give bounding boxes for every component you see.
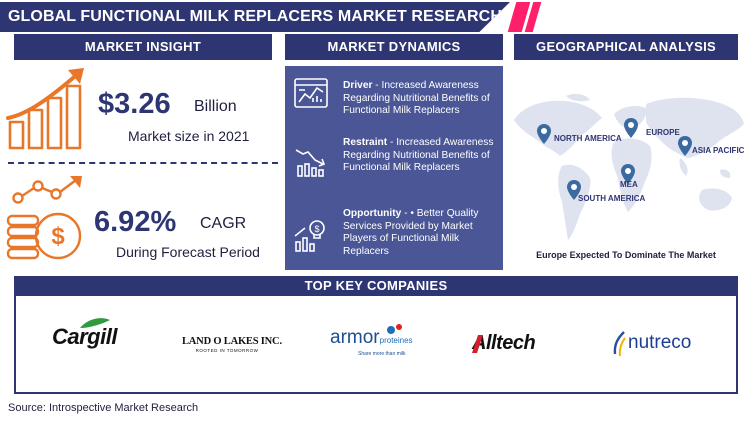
idea-growth-icon: $ [294,220,325,252]
insight-divider [8,162,278,164]
cargill-leaf-icon [80,318,110,328]
market-dynamics-heading: MARKET DYNAMICS [285,34,503,60]
map-pin-icon [624,118,638,138]
map-pin-icon [567,180,581,200]
top-key-companies-heading: TOP KEY COMPANIES [14,276,738,296]
region-asia-pacific: ASIA PACIFIC [692,146,745,155]
dynamics-driver: Driver - Increased Awareness Regarding N… [343,80,495,118]
armor-tagline: Share more than milk [358,351,406,357]
market-insight-heading: MARKET INSIGHT [14,34,272,60]
armor-suffix: proteines [379,336,413,345]
region-north-america: NORTH AMERICA [554,134,622,143]
opportunity-label: Opportunity [343,208,402,219]
land-o-lakes-wordmark: LAND O LAKES INC. [182,336,282,347]
alltech-a-mark [472,335,483,353]
declining-chart-icon [295,149,326,177]
logo-alltech: Alltech [472,332,536,355]
region-europe: EUROPE [646,128,680,137]
cagr-value: 6.92% [94,206,177,238]
svg-text:$: $ [314,224,319,234]
map-pin-icon [621,164,635,184]
nutreco-mark-icon [613,331,626,356]
driver-label: Driver [343,80,373,91]
restraint-text: - Increased Awareness Regarding Nutritio… [343,137,494,173]
land-o-lakes-tagline: ROOTED IN TOMORROW [195,348,259,353]
source-note: Source: Introspective Market Research [8,402,199,414]
growth-bar-chart-icon [6,68,84,150]
cagr-caption: During Forecast Period [116,244,260,260]
nutreco-wordmark: nutreco [628,332,692,353]
world-map [514,93,744,240]
map-pin-icon [537,124,551,144]
opportunity-text: - • Better Quality Services Provided by … [343,208,479,257]
market-size-unit: Billion [194,98,237,115]
alltech-wordmark: Alltech [472,332,536,354]
market-dynamics-panel: Driver - Increased Awareness Regarding N… [285,66,503,270]
dynamics-opportunity: Opportunity - • Better Quality Services … [343,208,495,258]
svg-text:$: $ [51,223,65,250]
armor-wordmark: armor [330,327,380,348]
cagr-unit: CAGR [200,215,247,232]
armor-drop-icon [387,324,402,334]
dynamics-restraint: Restraint - Increased Awareness Regardin… [343,137,495,175]
dashboard-chart-icon [294,78,328,108]
region-south-america: SOUTH AMERICA [578,194,646,203]
money-stack-growth-icon: $ [6,176,82,260]
logo-land-o-lakes: LAND O LAKES INC. ROOTED IN TOMORROW [182,336,282,353]
cargill-wordmark: Cargill [52,324,117,349]
logo-armor-proteines: armorproteines Share more than milk [330,324,420,357]
geography-caption: Europe Expected To Dominate The Market [536,250,716,260]
logo-cargill: Cargill [52,318,117,350]
map-pin-icon [678,136,692,156]
driver-text: - Increased Awareness Regarding Nutritio… [343,80,490,116]
market-size-value: $3.26 [98,88,171,120]
page-title: GLOBAL FUNCTIONAL MILK REPLACERS MARKET … [0,2,510,32]
market-size-caption: Market size in 2021 [128,128,250,144]
restraint-label: Restraint [343,137,388,148]
region-mea: MEA [620,180,638,189]
geographical-analysis-heading: GEOGRAPHICAL ANALYSIS [514,34,738,60]
